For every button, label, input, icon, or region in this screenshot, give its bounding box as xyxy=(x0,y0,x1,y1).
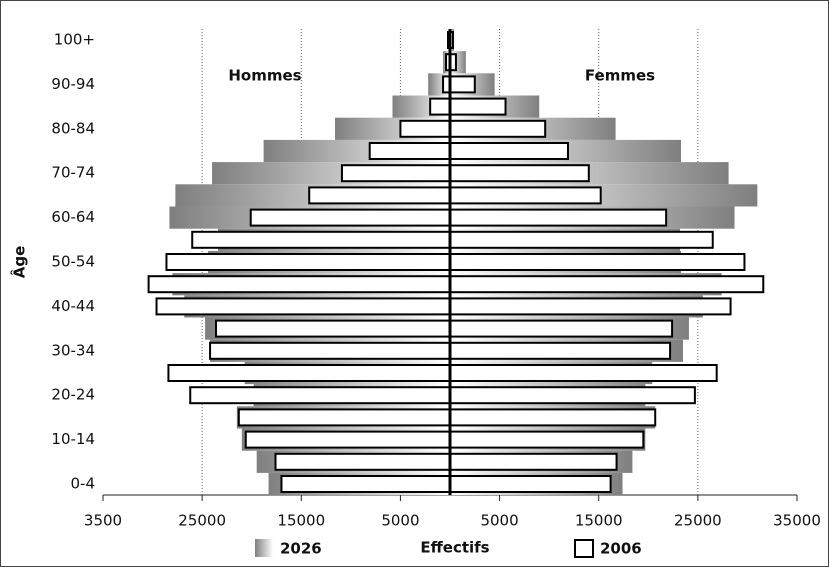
bar xyxy=(449,364,718,382)
y-axis-label: Âge xyxy=(10,246,29,279)
y-tick-label: 50-54 xyxy=(51,253,95,271)
bar xyxy=(449,75,476,94)
bar xyxy=(399,119,451,138)
bar xyxy=(191,230,451,249)
x-tick-label: 3500 xyxy=(84,512,122,530)
x-tick-label: 5000 xyxy=(480,512,518,530)
bar xyxy=(449,142,569,160)
x-tick-label: 15000 xyxy=(575,512,623,530)
x-tick-label: 25000 xyxy=(674,512,722,530)
bar xyxy=(449,230,714,249)
bar xyxy=(449,186,602,205)
bar xyxy=(209,341,451,360)
bar xyxy=(449,319,674,338)
bar xyxy=(449,408,657,427)
y-tick-label: 80-84 xyxy=(51,119,95,137)
bar xyxy=(368,142,451,160)
x-tick-label: 15000 xyxy=(277,512,325,530)
bar xyxy=(449,386,696,405)
bar xyxy=(237,408,451,427)
legend-label: 2026 xyxy=(280,540,322,558)
y-tick-label: 30-34 xyxy=(51,341,95,359)
bar xyxy=(147,275,451,294)
bar xyxy=(308,186,451,205)
y-tick-label: 20-24 xyxy=(51,386,95,404)
legend-swatch xyxy=(255,539,273,557)
y-tick-label: 60-64 xyxy=(51,208,95,226)
bar xyxy=(449,341,672,360)
bar xyxy=(274,452,451,471)
bar xyxy=(449,119,547,138)
y-tick-label: 0-4 xyxy=(71,475,96,493)
bar xyxy=(280,475,452,493)
bar xyxy=(249,208,451,227)
bar xyxy=(449,275,765,294)
group-label: Femmes xyxy=(585,67,655,85)
bar xyxy=(215,319,451,338)
x-tick-label: 5000 xyxy=(381,512,419,530)
y-tick-label: 40-44 xyxy=(51,297,95,315)
y-tick-label: 100+ xyxy=(54,31,95,49)
bar xyxy=(244,430,451,449)
bar xyxy=(449,475,612,493)
bar xyxy=(449,208,668,227)
bar xyxy=(449,430,645,449)
x-tick-label: 25000 xyxy=(178,512,226,530)
x-tick-label: 35000 xyxy=(773,512,821,530)
bar xyxy=(449,297,732,316)
y-tick-label: 10-14 xyxy=(51,430,95,448)
y-tick-label: 70-74 xyxy=(51,164,95,182)
legend-swatch xyxy=(574,539,594,558)
bar xyxy=(165,253,452,271)
x-axis-label: Effectifs xyxy=(420,539,489,557)
bar xyxy=(449,97,507,116)
y-tick-label: 90-94 xyxy=(51,75,95,93)
group-label: Hommes xyxy=(228,67,301,85)
bar xyxy=(429,97,451,116)
bar xyxy=(167,364,451,382)
bar xyxy=(340,164,452,183)
legend-label: 2006 xyxy=(600,540,642,558)
bar xyxy=(449,253,746,271)
bar xyxy=(189,386,451,405)
bar xyxy=(155,297,451,316)
bar xyxy=(449,164,590,183)
bar xyxy=(449,452,618,471)
